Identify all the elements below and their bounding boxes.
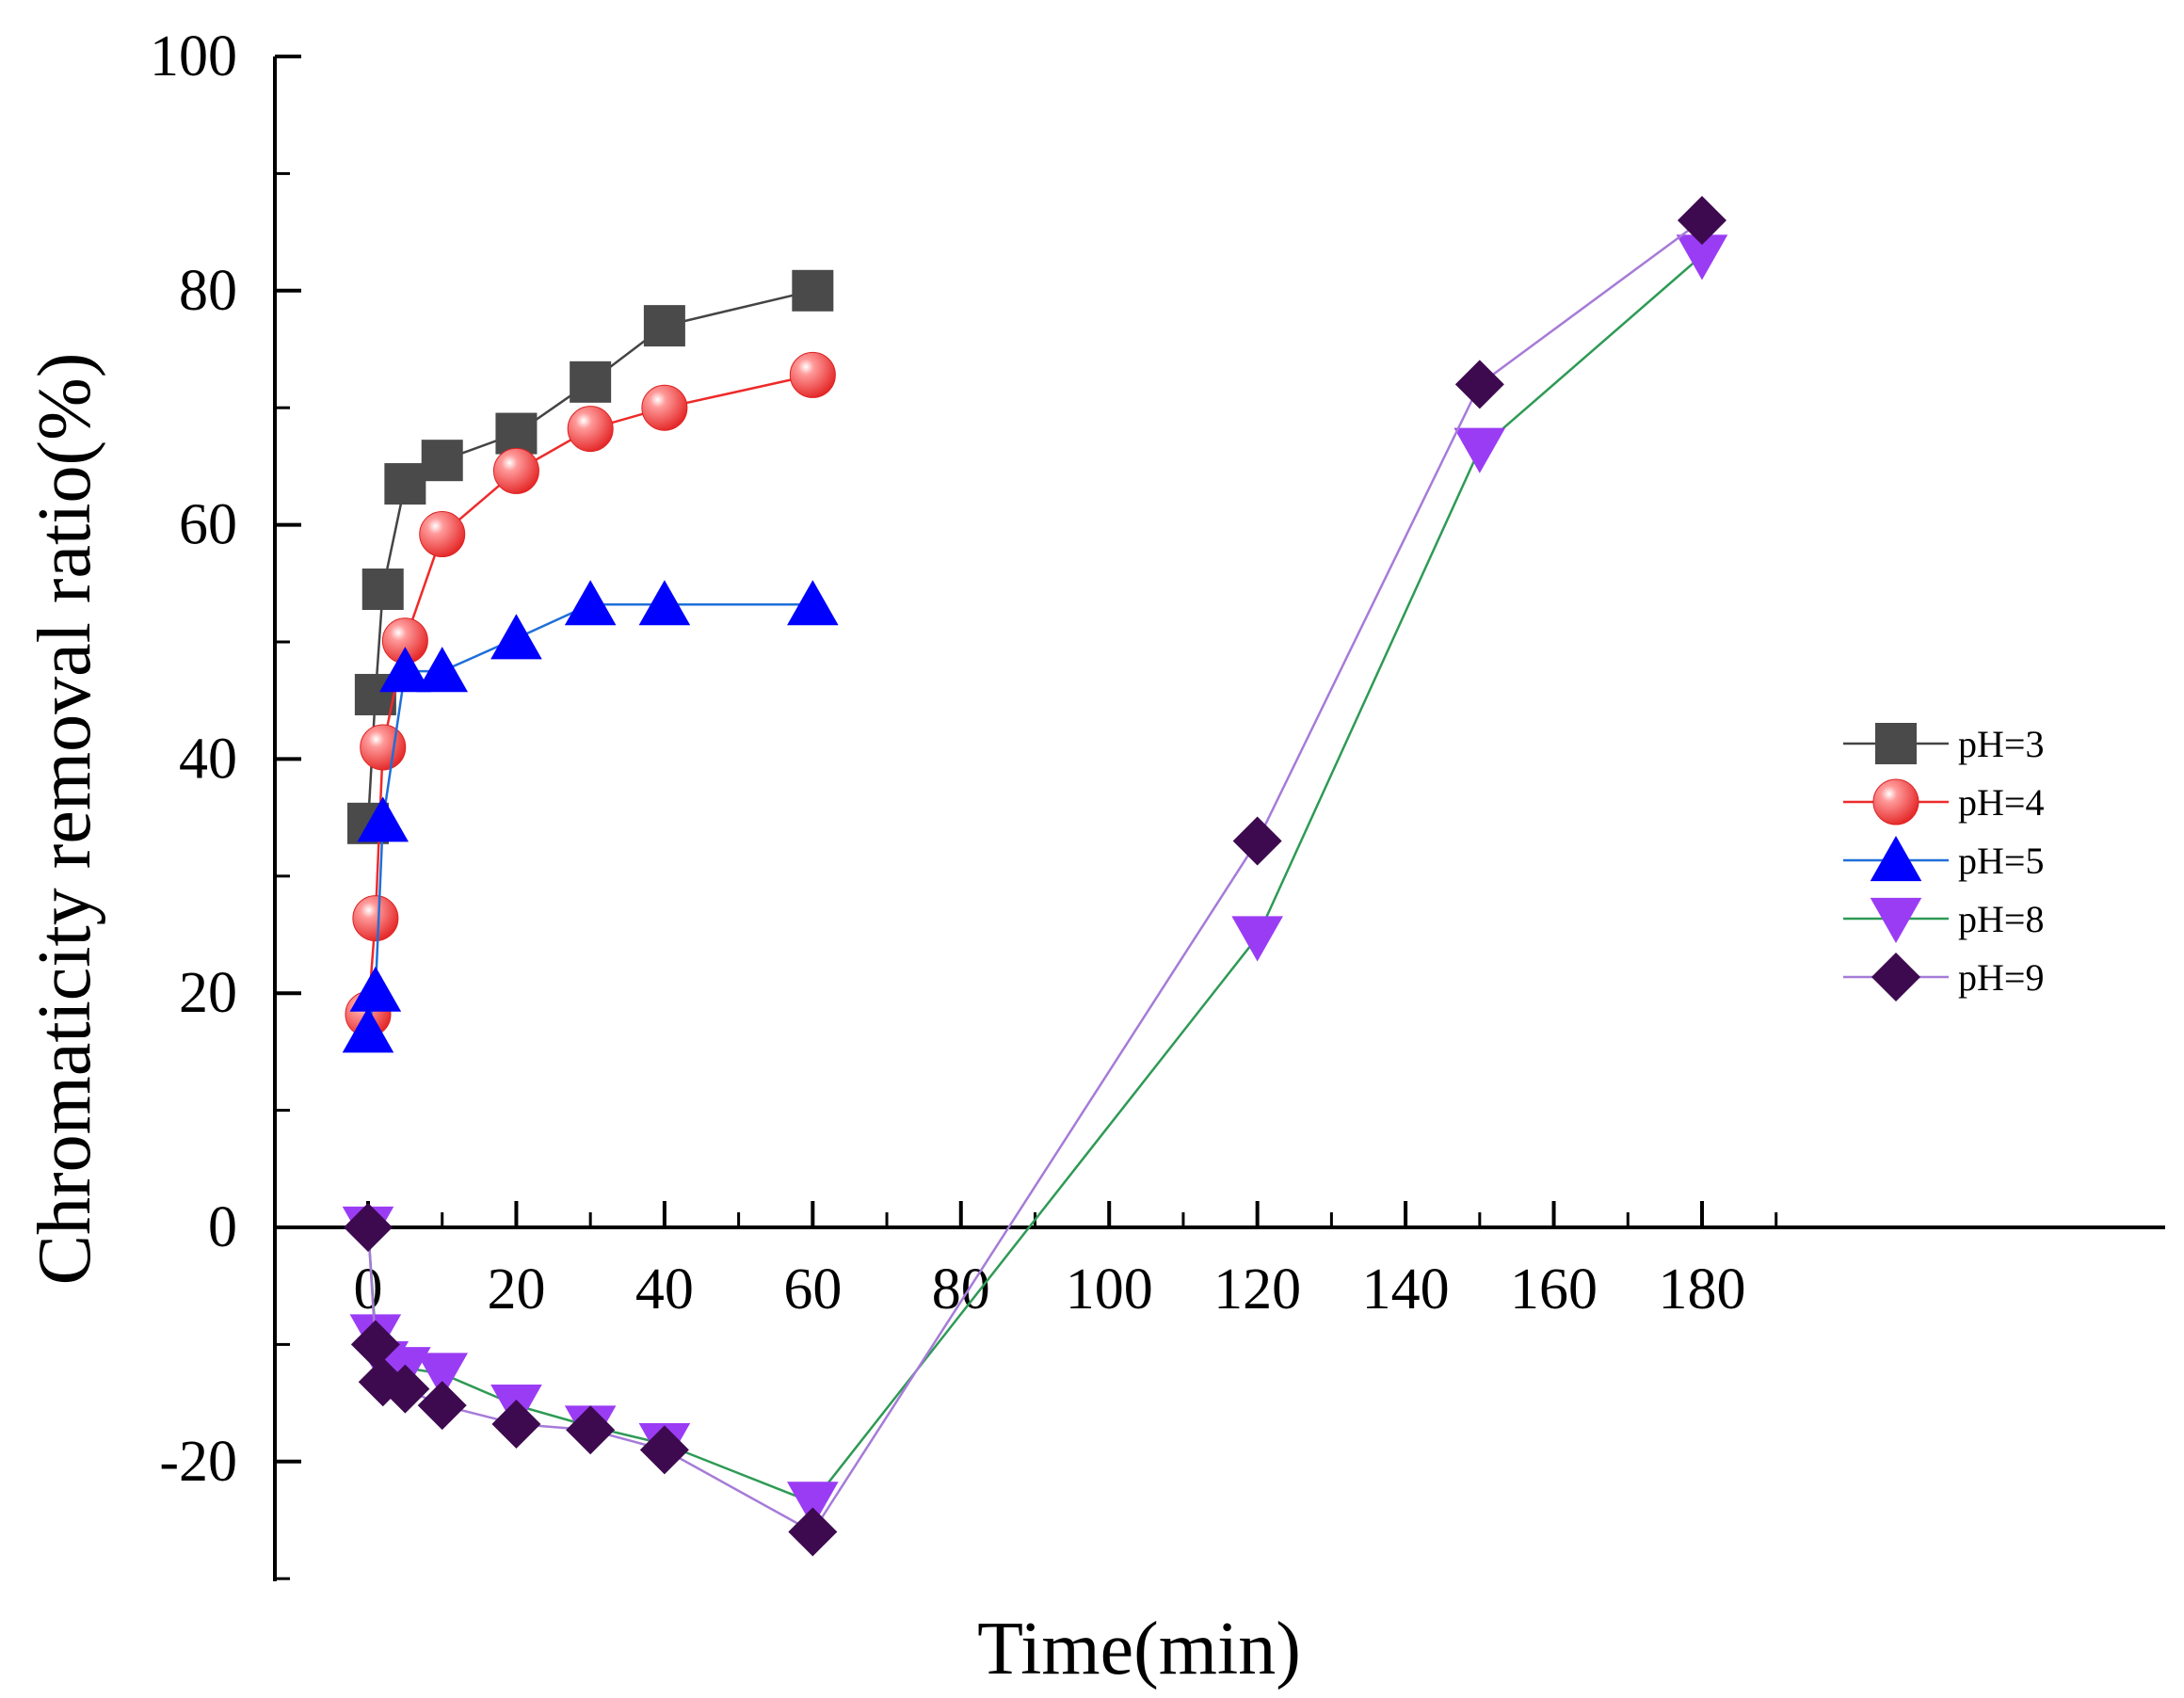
legend-item: pH=4: [1843, 778, 2044, 825]
data-point: [641, 384, 688, 431]
x-axis-title: Time(min): [977, 1608, 1301, 1690]
data-point: [416, 647, 469, 693]
y-tick-label: 60: [179, 493, 237, 557]
x-tick-label: 100: [1066, 1257, 1153, 1322]
x-tick-label: 120: [1213, 1257, 1301, 1322]
x-tick-label: 20: [487, 1257, 545, 1322]
data-point: [417, 1381, 467, 1431]
legend-label: pH=4: [1958, 781, 2044, 824]
y-tick-label: -20: [159, 1430, 237, 1494]
y-axis-title: Chromaticity removal ratio(%): [24, 353, 106, 1286]
data-point: [380, 1364, 430, 1414]
y-tick-label: 20: [179, 961, 237, 1025]
data-point: [1453, 427, 1506, 473]
legend: pH=3 pH=4 pH=5 pH=8 pH=9: [1843, 723, 2044, 1001]
data-point: [570, 360, 612, 403]
data-point: [491, 1399, 541, 1449]
legend-label: pH=3: [1958, 723, 2044, 765]
data-point: [638, 580, 691, 626]
data-point: [490, 614, 542, 660]
data-point: [492, 447, 539, 494]
data-point: [344, 1203, 393, 1252]
legend-label: pH=8: [1958, 898, 2044, 940]
series-pH=8: [342, 234, 1728, 1528]
legend-marker: [1872, 778, 1919, 825]
data-point: [361, 569, 404, 611]
data-point: [787, 580, 839, 626]
series-pH=4: [345, 351, 836, 1038]
data-point: [421, 440, 463, 482]
legend-item: pH=3: [1843, 723, 2044, 765]
x-tick-label: 180: [1659, 1257, 1746, 1322]
data-point: [639, 1425, 689, 1475]
x-tick-label: 40: [635, 1257, 694, 1322]
data-point: [792, 269, 834, 312]
x-tick-label: 160: [1510, 1257, 1598, 1322]
data-point: [788, 1507, 838, 1557]
x-tick-label: 60: [783, 1257, 842, 1322]
data-point: [789, 351, 836, 398]
y-tick-label: 80: [179, 259, 237, 323]
data-point: [352, 895, 399, 942]
y-tick-label: 0: [208, 1195, 237, 1259]
y-tick-label: 40: [179, 727, 237, 791]
series-pH=5: [342, 580, 839, 1053]
legend-marker: [1870, 897, 1922, 943]
data-point: [357, 796, 410, 842]
legend-marker: [1871, 953, 1920, 1001]
data-point: [495, 412, 538, 455]
series-pH=9: [344, 196, 1726, 1557]
legend-label: pH=9: [1958, 956, 2044, 999]
data-point: [350, 1320, 400, 1370]
data-point: [342, 1007, 394, 1053]
legend-item: pH=5: [1843, 836, 2044, 882]
x-tick-label: 0: [354, 1257, 383, 1322]
data-point: [567, 406, 614, 453]
legend-label: pH=5: [1958, 840, 2044, 882]
legend-marker: [1870, 836, 1922, 882]
data-point: [566, 1405, 616, 1455]
data-point: [360, 724, 407, 771]
data-point: [419, 511, 466, 558]
data-point: [379, 647, 431, 693]
data-point: [787, 1482, 839, 1528]
data-point: [1231, 916, 1283, 962]
legend-marker: [1875, 723, 1917, 764]
series-layer: [342, 196, 1728, 1557]
series-pH=3: [347, 269, 834, 844]
data-point: [1676, 234, 1728, 280]
data-point: [564, 580, 617, 626]
data-point: [1232, 816, 1282, 866]
data-point: [1454, 360, 1504, 409]
data-point: [1678, 196, 1726, 246]
legend-item: pH=8: [1843, 897, 2044, 943]
x-tick-label: 140: [1362, 1257, 1450, 1322]
legend-item: pH=9: [1843, 953, 2044, 1001]
data-point: [416, 1353, 469, 1399]
y-tick-label: 100: [150, 24, 237, 88]
data-point: [384, 463, 426, 505]
data-point: [643, 305, 685, 347]
series-line: [366, 219, 1703, 1534]
data-point: [349, 966, 402, 1012]
